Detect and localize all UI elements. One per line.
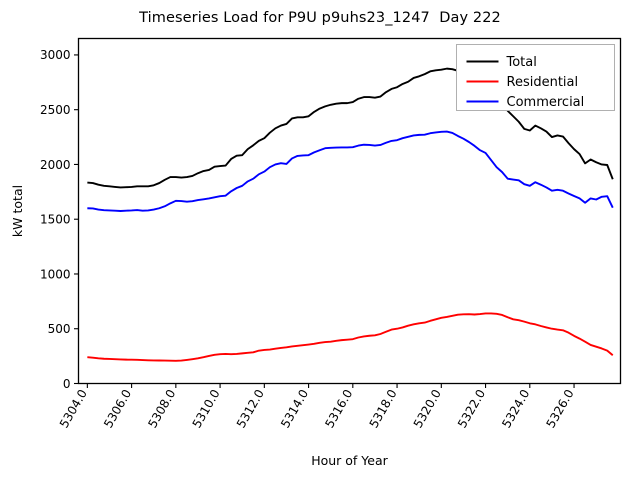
axis-ticks — [74, 54, 575, 388]
series-line-commercial — [87, 130, 614, 212]
data-series-group — [87, 67, 614, 362]
y-tick-label: 2500 — [40, 103, 71, 117]
x-tick-label: 5324.0 — [499, 387, 532, 430]
y-axis-title: kW total — [10, 185, 25, 237]
x-tick-label: 5312.0 — [234, 387, 267, 430]
x-tick-label: 5320.0 — [411, 387, 444, 430]
axis-labels: 0 500 1000 1500 2000 2500 3000 5304.0 5306.0 5308… — [10, 48, 577, 468]
x-axis-title: Hour of Year — [311, 453, 388, 468]
legend-label-commercial[interactable]: Commercial — [507, 95, 585, 110]
x-tick-label: 5314.0 — [278, 387, 311, 430]
chart-title: Timeseries Load for P9U p9uhs23_1247 Day… — [139, 10, 501, 26]
y-tick-label: 2000 — [40, 158, 71, 172]
x-tick-label: 5322.0 — [455, 387, 488, 430]
x-tick-label: 5308.0 — [145, 387, 178, 430]
y-tick-label: 0 — [63, 377, 71, 391]
legend[interactable]: Total Residential Commercial — [456, 44, 615, 111]
legend-label-total[interactable]: Total — [506, 55, 537, 70]
x-tick-label: 5310.0 — [190, 387, 223, 430]
y-tick-label: 3000 — [40, 48, 71, 62]
axes — [77, 37, 622, 385]
x-tick-label: 5316.0 — [322, 387, 355, 430]
legend-label-residential[interactable]: Residential — [507, 75, 579, 90]
series-line-total — [87, 67, 614, 189]
x-tick-label: 5304.0 — [57, 387, 90, 430]
x-tick-label: 5326.0 — [544, 387, 577, 430]
y-tick-label: 1000 — [40, 267, 71, 281]
x-tick-label: 5318.0 — [367, 387, 400, 430]
x-tick-label: 5306.0 — [101, 387, 134, 430]
plot-frame — [77, 37, 622, 385]
legend-box — [456, 44, 615, 111]
y-tick-label: 1500 — [40, 213, 71, 227]
y-tick-label: 500 — [48, 322, 71, 336]
series-line-residential — [87, 312, 614, 362]
